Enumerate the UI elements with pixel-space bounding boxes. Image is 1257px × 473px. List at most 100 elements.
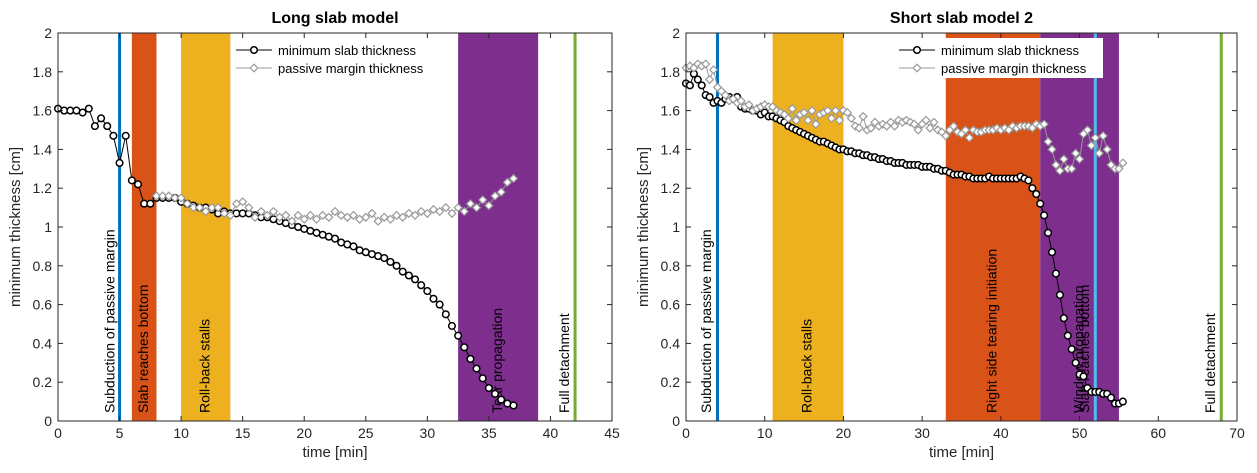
data-point xyxy=(151,191,162,201)
data-point xyxy=(385,214,396,224)
data-point xyxy=(133,180,143,189)
y-tick-label: 1.4 xyxy=(33,141,53,157)
data-point xyxy=(1036,199,1045,208)
data-point xyxy=(705,92,714,102)
x-tick-label: 40 xyxy=(543,425,559,441)
data-point xyxy=(960,125,971,135)
data-point xyxy=(1063,331,1072,340)
y-tick-label: 1.2 xyxy=(33,180,53,196)
data-point xyxy=(1051,269,1061,278)
data-point xyxy=(447,208,457,219)
data-point xyxy=(502,177,513,188)
data-point xyxy=(404,208,414,219)
data-point xyxy=(429,294,438,303)
legend-box xyxy=(232,38,440,78)
data-point xyxy=(1071,358,1080,367)
data-point xyxy=(1079,372,1088,381)
legend-label: passive margin thickness xyxy=(941,61,1087,76)
data-point xyxy=(311,214,322,224)
data-point xyxy=(1028,184,1037,193)
event-label: Tear propagation xyxy=(489,308,505,413)
data-point xyxy=(1118,397,1127,406)
data-point xyxy=(367,208,377,219)
data-point xyxy=(459,206,469,217)
x-axis-label: time [min] xyxy=(302,444,367,461)
x-tick-label: 20 xyxy=(836,425,852,441)
data-point xyxy=(846,113,856,124)
data-point xyxy=(318,210,328,221)
x-tick-label: 5 xyxy=(116,425,124,441)
data-point xyxy=(391,210,402,221)
data-point xyxy=(490,389,500,398)
data-point xyxy=(1059,314,1068,323)
legend-box xyxy=(895,38,1103,78)
data-point xyxy=(299,214,309,224)
x-tick-label: 20 xyxy=(296,425,312,441)
data-point xyxy=(201,206,211,217)
y-tick-label: 1.4 xyxy=(661,141,681,157)
data-point xyxy=(250,212,260,222)
data-point xyxy=(466,354,475,363)
y-tick-label: 0.8 xyxy=(661,258,681,274)
data-point xyxy=(434,206,445,217)
legend-marker xyxy=(249,45,259,55)
data-point xyxy=(176,193,186,203)
event-label: Subduction of passive margin xyxy=(698,229,714,413)
data-point xyxy=(207,202,217,213)
event-band xyxy=(181,33,231,421)
x-tick-label: 10 xyxy=(757,425,773,441)
data-point xyxy=(1082,125,1093,135)
data-point xyxy=(1051,160,1061,170)
data-point xyxy=(336,210,346,221)
data-point xyxy=(471,202,482,213)
data-point xyxy=(1040,211,1049,220)
data-point xyxy=(496,187,506,197)
data-point xyxy=(1047,248,1057,257)
x-tick-label: 40 xyxy=(993,425,1009,441)
data-point xyxy=(1098,131,1108,141)
data-point xyxy=(256,206,266,217)
data-point xyxy=(472,364,481,373)
y-tick-label: 1 xyxy=(44,219,52,235)
y-tick-label: 0.6 xyxy=(33,297,53,313)
event-band xyxy=(772,33,844,421)
data-point xyxy=(1067,345,1076,354)
y-tick-label: 0.2 xyxy=(33,374,53,390)
data-point xyxy=(1043,136,1053,147)
data-point xyxy=(1067,164,1077,174)
data-point xyxy=(704,74,715,85)
legend-marker xyxy=(912,63,922,73)
data-point xyxy=(1039,119,1049,129)
data-point xyxy=(293,210,303,221)
data-point xyxy=(398,212,408,222)
x-tick-label: 0 xyxy=(682,425,690,441)
data-point xyxy=(811,119,821,129)
y-tick-label: 0.2 xyxy=(661,374,681,390)
data-point xyxy=(244,202,254,213)
data-point xyxy=(398,267,407,276)
data-point xyxy=(410,210,420,221)
x-tick-label: 10 xyxy=(173,425,189,441)
data-point xyxy=(1094,148,1104,158)
x-axis-label: time [min] xyxy=(929,444,994,461)
data-point xyxy=(834,115,845,125)
data-point xyxy=(1055,290,1064,299)
event-band xyxy=(945,33,1041,421)
data-point xyxy=(194,202,205,213)
data-point xyxy=(410,275,420,284)
data-point xyxy=(188,202,199,213)
x-tick-label: 25 xyxy=(358,425,374,441)
data-point xyxy=(441,310,450,319)
data-point xyxy=(238,197,248,207)
y-tick-label: 1 xyxy=(672,219,680,235)
data-point xyxy=(84,104,93,113)
data-point xyxy=(379,212,389,222)
legend: minimum slab thickness passive margin thi… xyxy=(232,38,440,78)
data-point xyxy=(447,321,457,330)
event-label: Right side tearing initiation xyxy=(984,249,1000,413)
data-point xyxy=(1090,133,1100,143)
data-point xyxy=(109,131,118,140)
data-point xyxy=(78,108,87,117)
data-point xyxy=(349,242,358,251)
y-tick-label: 0 xyxy=(44,413,52,429)
